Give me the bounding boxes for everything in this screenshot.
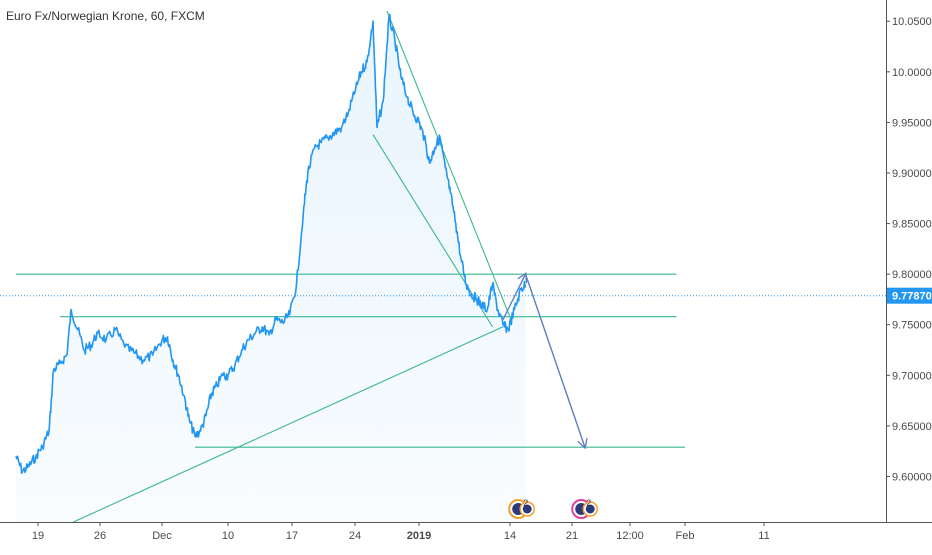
y-tick-label: 9.95000 — [892, 117, 932, 129]
flag-icon-2 — [585, 504, 595, 514]
event-marker-1[interactable]: 2 — [508, 498, 535, 519]
y-tick-label: 9.70000 — [892, 370, 932, 382]
y-tick-label: 10.05000 — [892, 16, 932, 28]
projection-arrow-1 — [502, 274, 526, 320]
x-tick-label: 12:00 — [616, 530, 644, 542]
y-tick-label: 9.80000 — [892, 269, 932, 281]
x-tick-label: 24 — [349, 530, 361, 542]
y-tick-label: 9.60000 — [892, 471, 932, 483]
price-series-line — [15, 13, 527, 475]
x-tick-label: 2019 — [407, 530, 431, 542]
series-area — [15, 14, 526, 522]
x-tick-label: 26 — [94, 530, 106, 542]
x-tick-label: 21 — [566, 530, 578, 542]
trend-line-3 — [372, 134, 493, 328]
trend-line-2 — [386, 10, 513, 323]
x-tick-label: 17 — [286, 530, 298, 542]
x-tick-label: 11 — [758, 530, 769, 542]
event-marker-2[interactable]: 2 — [571, 498, 598, 519]
y-tick-label: 9.75000 — [892, 320, 932, 332]
chart-title: Euro Fx/Norwegian Krone, 60, FXCM — [6, 9, 205, 23]
trend-line-1 — [73, 326, 504, 523]
y-tick-label: 9.90000 — [892, 168, 932, 180]
current-price-badge — [887, 287, 932, 304]
flag-icon-2 — [522, 504, 532, 514]
projection-arrow-2 — [524, 273, 585, 447]
current-price-label: 9.77870 — [892, 291, 932, 303]
y-tick-label: 9.65000 — [892, 421, 932, 433]
x-tick-label: 10 — [222, 530, 234, 542]
x-tick-label: Feb — [676, 530, 695, 542]
x-tick-label: 19 — [32, 530, 44, 542]
y-tick-label: 9.85000 — [892, 219, 932, 231]
y-tick-label: 10.00000 — [892, 67, 932, 79]
x-tick-label: 14 — [504, 530, 516, 542]
event-count: 2 — [523, 498, 528, 508]
event-count: 2 — [586, 498, 591, 508]
x-tick-label: Dec — [152, 530, 172, 542]
